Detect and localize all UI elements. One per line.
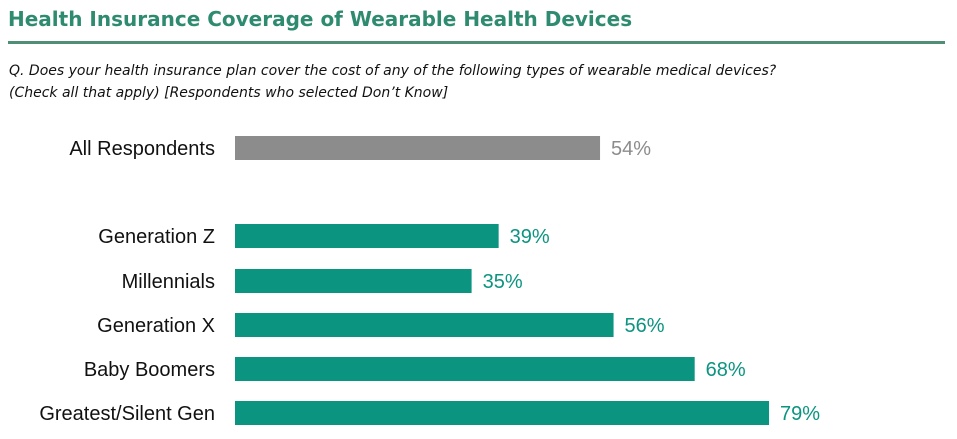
value-label-all-respondents: 54% xyxy=(611,138,651,160)
question-line-2: (Check all that apply) [Respondents who … xyxy=(9,85,449,101)
category-label-greatest-silent-gen: Greatest/Silent Gen xyxy=(39,403,215,425)
value-label-millennials: 35% xyxy=(483,271,523,293)
value-label-baby-boomers: 68% xyxy=(706,359,746,381)
value-label-generation-x: 56% xyxy=(625,315,665,337)
bar-generation-x xyxy=(235,313,614,337)
category-label-generation-z: Generation Z xyxy=(98,226,215,248)
category-label-all-respondents: All Respondents xyxy=(69,138,215,160)
chart-title: Health Insurance Coverage of Wearable He… xyxy=(8,7,633,31)
survey-question: Q. Does your health insurance plan cover… xyxy=(9,60,776,104)
value-label-generation-z: 39% xyxy=(510,226,550,248)
question-line-1: Q. Does your health insurance plan cover… xyxy=(9,63,777,79)
category-label-generation-x: Generation X xyxy=(97,315,215,337)
bar-greatest-silent-gen xyxy=(235,401,770,425)
title-divider xyxy=(8,41,945,44)
bar-generation-z xyxy=(235,224,499,248)
value-label-greatest-silent-gen: 79% xyxy=(780,403,820,425)
bar-baby-boomers xyxy=(235,357,695,381)
bar-millennials xyxy=(235,269,472,293)
category-label-baby-boomers: Baby Boomers xyxy=(84,359,215,381)
bar-all-respondents xyxy=(235,136,601,160)
category-label-millennials: Millennials xyxy=(122,271,215,293)
